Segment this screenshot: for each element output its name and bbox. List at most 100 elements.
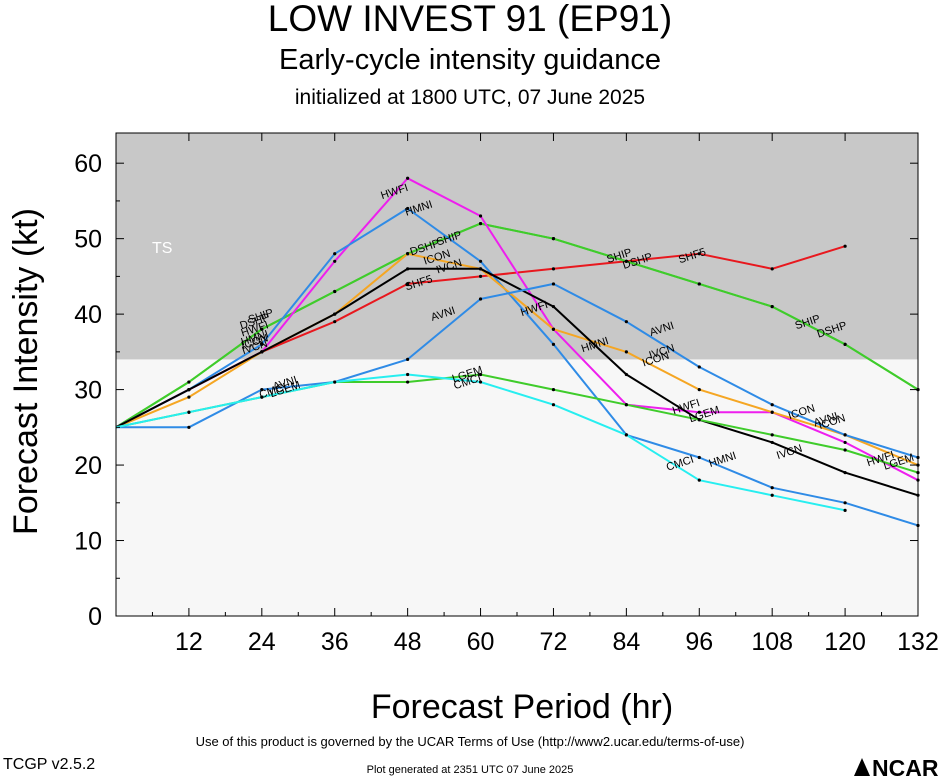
series-point-hmni	[478, 259, 483, 263]
series-point-ivcn	[843, 471, 847, 475]
series-point-cmci	[697, 478, 701, 482]
series-point-avni	[770, 403, 774, 407]
ts-band-label: TS	[152, 240, 172, 257]
series-point-lgem	[770, 433, 774, 437]
x-tick-label: 132	[897, 628, 939, 656]
version-label: TCGP v2.5.2	[3, 756, 96, 773]
series-point-hmni	[697, 455, 701, 460]
ts-band	[116, 133, 918, 360]
series-point-shf5	[406, 282, 410, 286]
series-point-ivcn	[624, 372, 628, 377]
series-line-ivcn	[115, 267, 919, 497]
chart-subtitle: Early-cycle intensity guidance	[278, 44, 661, 76]
x-tick-label: 60	[467, 628, 495, 656]
x-tick-label: 120	[824, 628, 866, 656]
series-point-ivcn	[187, 387, 191, 392]
init-time: initialized at 1800 UTC, 07 June 2025	[294, 86, 646, 109]
series-point-hwfi	[843, 440, 847, 445]
series-point-cmci	[624, 433, 628, 437]
ncar-logo-mark	[854, 758, 870, 776]
series-point-hmni	[551, 342, 556, 346]
series-point-dshp	[187, 380, 191, 384]
series-point-shf5	[770, 267, 774, 271]
series-point-lgem	[478, 372, 483, 377]
y-tick-label: 60	[74, 150, 102, 178]
terms-of-use: Use of this product is governed by the U…	[195, 734, 745, 749]
series-point-shf5	[697, 252, 701, 256]
series-point-shf5	[333, 320, 337, 324]
series-point-hmni	[260, 342, 264, 346]
ncar-logo: NCAR	[854, 755, 939, 780]
x-tick-label: 72	[540, 628, 568, 656]
series-point-avni	[260, 387, 264, 392]
series-point-avni	[697, 365, 701, 369]
y-tick-label: 20	[74, 452, 102, 480]
x-tick-label: 108	[751, 628, 793, 656]
ncar-logo-text: NCAR	[872, 755, 939, 780]
series-point-icon	[406, 252, 410, 256]
series-point-icon	[697, 387, 701, 392]
series-point-hwfi	[406, 176, 410, 180]
x-tick-label: 96	[685, 628, 713, 656]
series-point-hwfi	[478, 214, 483, 218]
series-point-dshp	[624, 259, 628, 263]
x-tick-label: 12	[175, 628, 203, 656]
y-axis-label: Forecast Intensity (kt)	[7, 208, 45, 535]
series-point-ivcn	[551, 304, 556, 309]
series-point-lgem	[624, 403, 628, 407]
series-point-avni	[843, 433, 847, 437]
series-point-hwfi	[333, 259, 337, 263]
series-point-cmci	[406, 372, 410, 377]
series-point-hmni	[406, 206, 410, 211]
series-point-dshp	[478, 221, 483, 226]
series-point-ivcn	[333, 312, 337, 316]
series-point-avni	[406, 357, 410, 362]
series-point-hmni	[333, 252, 337, 256]
y-tick-label: 50	[74, 226, 102, 254]
series-point-avni	[551, 282, 556, 286]
series-point-hwfi	[697, 410, 701, 414]
series-point-avni	[478, 297, 483, 301]
series-point-hmni	[770, 486, 774, 490]
series-point-lgem	[551, 387, 556, 392]
x-axis-label: Forecast Period (hr)	[371, 688, 673, 726]
series-point-avni	[624, 320, 628, 324]
x-tick-label: 48	[394, 628, 422, 656]
series-point-dshp	[770, 304, 774, 309]
series-point-dshp	[260, 327, 264, 331]
series-line-hmni	[115, 207, 919, 527]
x-tick-label: 36	[321, 628, 349, 656]
series-point-shf5	[478, 274, 483, 278]
x-tick-label: 24	[248, 628, 276, 656]
x-tick-label: 84	[612, 628, 640, 656]
series-point-ivcn	[478, 267, 483, 271]
series-point-icon	[187, 395, 191, 399]
series-line-dshp	[115, 222, 919, 429]
y-tick-label: 40	[74, 301, 102, 329]
series-point-ivcn	[406, 267, 410, 271]
series-point-icon	[770, 410, 774, 414]
series-point-shf5	[843, 244, 847, 248]
series-point-lgem	[843, 448, 847, 452]
series-point-dshp	[551, 237, 556, 241]
chart-title: LOW INVEST 91 (EP91)	[267, 0, 673, 39]
series-point-cmci	[770, 493, 774, 497]
series-line-avni	[116, 282, 919, 459]
series-point-hmni	[843, 501, 847, 505]
series-point-dshp	[333, 289, 337, 294]
series-point-icon	[624, 350, 628, 354]
series-point-dshp	[697, 282, 701, 286]
series-line-icon	[115, 252, 919, 467]
series-point-avni	[187, 425, 191, 429]
series-point-lgem	[406, 380, 410, 384]
series-point-cmci	[260, 395, 264, 399]
series-point-cmci	[187, 410, 191, 414]
series-point-icon	[551, 327, 556, 331]
series-point-ivcn	[260, 350, 264, 354]
series-point-shf5	[551, 267, 556, 271]
series-point-lgem	[697, 418, 701, 422]
plot-generated: Plot generated at 2351 UTC 07 June 2025	[366, 764, 574, 776]
y-tick-label: 0	[88, 603, 102, 631]
series-point-cmci	[333, 380, 337, 384]
